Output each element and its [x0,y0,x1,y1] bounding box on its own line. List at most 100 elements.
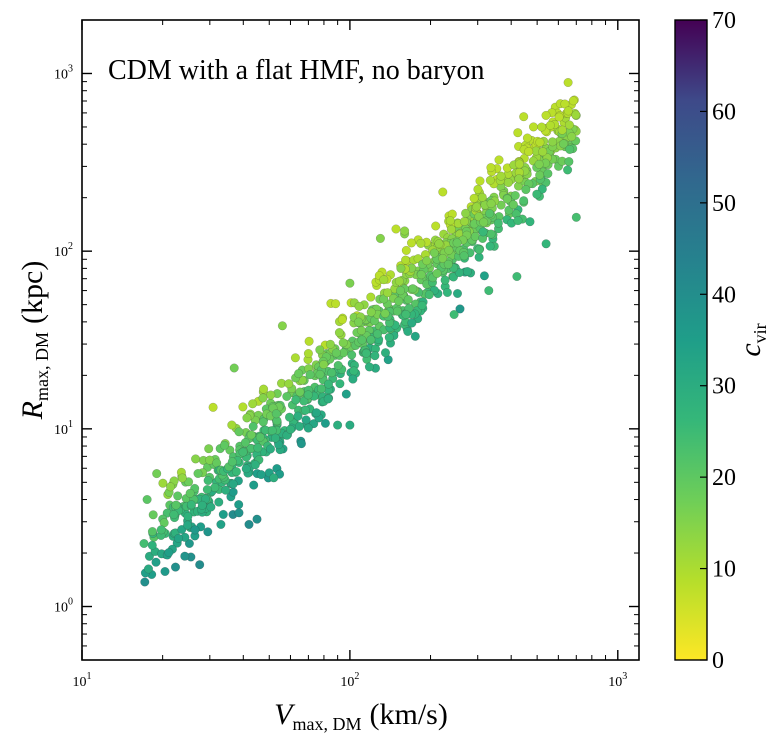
data-point [543,169,553,179]
data-point [295,387,305,397]
data-point [394,276,404,286]
data-point [214,497,224,507]
data-point [391,224,401,234]
plot-frame [81,19,640,661]
data-point [305,370,315,380]
data-point [373,329,383,339]
data-point [221,485,231,495]
data-point [311,408,321,418]
data-point [240,438,250,448]
data-point [191,454,201,464]
data-point [253,443,263,453]
axis-ticks [81,19,639,661]
data-point [496,171,506,181]
data-point [514,174,524,184]
data-point [183,520,193,530]
data-point [166,482,175,492]
data-point [503,178,513,188]
data-point [364,362,374,372]
colorbar-label-main: c [734,343,767,356]
data-point [383,288,393,298]
colorbar-frame [674,19,708,661]
data-point [459,251,469,261]
data-point [519,112,529,122]
colorbar-label-sub: vir [750,323,770,343]
data-point [407,318,417,328]
data-point [396,286,405,296]
data-point [228,479,238,489]
data-point [479,271,489,281]
data-point [485,175,495,185]
data-point [242,413,252,423]
data-point [227,420,237,430]
data-point [294,369,304,379]
data-point [502,194,512,204]
data-point [534,159,544,169]
x-axis-label-main: V [274,698,296,731]
data-point [537,184,547,194]
data-point [514,159,524,169]
colorbar-label: cvir [734,323,770,356]
data-point [347,350,357,360]
data-point [567,132,577,142]
x-tick-label: 101 [73,671,92,690]
data-point [315,369,325,379]
data-point [416,238,426,248]
data-point [410,331,420,341]
data-point [258,393,268,403]
data-point [333,420,343,430]
data-point [474,252,484,262]
data-point [238,402,248,412]
data-point [219,440,229,450]
data-point [472,202,482,212]
y-tick-label: 100 [54,597,73,616]
data-point [475,176,485,186]
data-point [334,328,344,338]
data-point [349,366,359,376]
data-point [156,525,166,535]
data-point [459,216,469,226]
data-point [301,415,311,425]
y-axis-label: Rmax, DM (kpc) [16,261,52,421]
data-point [535,170,545,180]
data-point [449,310,459,319]
data-point [348,374,358,384]
data-point [494,155,504,165]
data-point [469,193,479,203]
data-point [193,469,203,478]
data-point [229,363,239,373]
data-point [301,405,310,415]
colorbar-tick-label: 40 [712,282,736,308]
data-point [396,263,406,273]
data-point [296,439,306,449]
data-point [241,464,251,474]
chart-annotation: CDM with a flat HMF, no baryon [108,55,485,86]
data-point [331,348,341,358]
data-point [486,229,496,239]
data-point [258,417,268,427]
data-point [244,519,254,529]
data-point [563,106,573,116]
data-point [152,469,162,479]
data-point [320,418,330,428]
data-point [295,421,304,431]
data-point [282,392,292,401]
data-point [431,221,441,231]
data-point [538,147,548,157]
data-point [403,295,413,305]
data-point [186,500,196,510]
data-point [169,510,179,520]
data-point [565,144,575,154]
data-point [519,196,529,206]
x-axis-label-sub: max, DM [293,714,362,734]
data-point [366,307,376,317]
data-point [510,191,520,200]
data-point [327,368,337,378]
data-point [443,259,453,269]
data-point [345,278,355,288]
data-point [473,184,483,194]
data-point [485,241,495,251]
data-point [158,478,168,488]
data-point [303,349,313,358]
data-point [333,360,343,370]
